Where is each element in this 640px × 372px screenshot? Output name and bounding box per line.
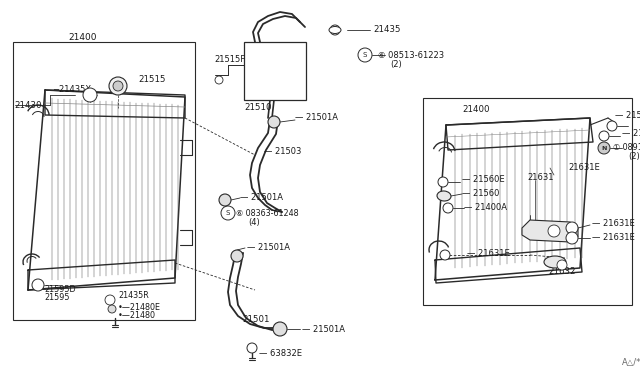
Text: — 21501A: — 21501A xyxy=(295,113,338,122)
Circle shape xyxy=(599,131,609,141)
Circle shape xyxy=(268,116,280,128)
Text: 21632: 21632 xyxy=(548,267,575,276)
Text: — 21503: — 21503 xyxy=(264,148,301,157)
Circle shape xyxy=(83,88,97,102)
Text: — 63832E: — 63832E xyxy=(259,350,302,359)
Circle shape xyxy=(438,177,448,187)
Circle shape xyxy=(108,305,116,313)
Text: 21510: 21510 xyxy=(244,103,271,112)
Text: 21501: 21501 xyxy=(242,315,269,324)
Text: A△/*00P3: A△/*00P3 xyxy=(622,357,640,366)
Circle shape xyxy=(247,343,257,353)
Circle shape xyxy=(440,250,450,260)
Text: S: S xyxy=(226,210,230,216)
Text: 21631: 21631 xyxy=(527,173,554,182)
Circle shape xyxy=(557,260,567,270)
Text: 21595: 21595 xyxy=(44,292,70,301)
Text: •—21480: •—21480 xyxy=(118,311,156,321)
Text: (4): (4) xyxy=(248,218,260,227)
Text: ① 08911-10637: ① 08911-10637 xyxy=(613,142,640,151)
Text: 21430: 21430 xyxy=(14,100,42,109)
Text: 21435: 21435 xyxy=(373,26,401,35)
Text: 21400: 21400 xyxy=(68,32,97,42)
Text: — 21631E: — 21631E xyxy=(592,234,635,243)
Text: ⑥ 08513-61223: ⑥ 08513-61223 xyxy=(378,51,444,60)
Text: — 21400A: — 21400A xyxy=(464,203,507,212)
Circle shape xyxy=(598,142,610,154)
Text: N: N xyxy=(602,145,607,151)
Circle shape xyxy=(566,222,578,234)
Polygon shape xyxy=(522,220,578,242)
Text: S: S xyxy=(363,52,367,58)
Ellipse shape xyxy=(437,191,451,201)
Text: 21595D: 21595D xyxy=(44,285,76,294)
Circle shape xyxy=(105,295,115,305)
Text: 21631E: 21631E xyxy=(568,164,600,173)
Text: (2): (2) xyxy=(628,151,640,160)
Circle shape xyxy=(566,232,578,244)
Text: — 21501A: — 21501A xyxy=(240,193,283,202)
Circle shape xyxy=(273,322,287,336)
Text: (2): (2) xyxy=(390,60,402,68)
Text: — 21400A: — 21400A xyxy=(622,128,640,138)
Text: 21515: 21515 xyxy=(138,74,166,83)
Circle shape xyxy=(221,206,235,220)
Circle shape xyxy=(607,121,617,131)
Circle shape xyxy=(32,279,44,291)
Circle shape xyxy=(443,203,453,213)
Circle shape xyxy=(113,81,123,91)
Text: — 21560: — 21560 xyxy=(462,189,499,199)
Text: — 21501A: — 21501A xyxy=(302,324,345,334)
Circle shape xyxy=(219,194,231,206)
Ellipse shape xyxy=(544,256,566,268)
Circle shape xyxy=(548,225,560,237)
Text: — 21631E: — 21631E xyxy=(467,250,509,259)
Circle shape xyxy=(330,25,340,35)
Circle shape xyxy=(358,48,372,62)
Text: 21400: 21400 xyxy=(462,106,490,115)
Ellipse shape xyxy=(329,26,341,33)
Text: — 21501A: — 21501A xyxy=(247,244,290,253)
Text: −21435X: −21435X xyxy=(52,84,91,93)
Text: ⑥ 08363-61248: ⑥ 08363-61248 xyxy=(236,208,299,218)
Circle shape xyxy=(231,250,243,262)
Bar xyxy=(244,42,306,100)
Bar xyxy=(423,98,632,305)
Circle shape xyxy=(215,76,223,84)
Circle shape xyxy=(109,77,127,95)
Text: •—21480E: •—21480E xyxy=(118,302,161,311)
Text: — 21560E: — 21560E xyxy=(462,176,504,185)
Text: 21515F: 21515F xyxy=(214,55,245,64)
Text: — 21631E: — 21631E xyxy=(592,219,635,228)
Text: 21435R: 21435R xyxy=(118,291,148,299)
Bar xyxy=(13,42,195,320)
Text: — 21550G: — 21550G xyxy=(615,110,640,119)
